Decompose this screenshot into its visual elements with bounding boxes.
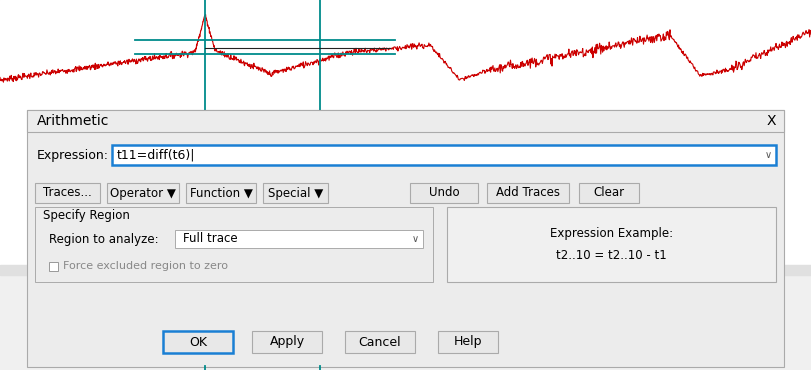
Text: Add Traces: Add Traces <box>496 186 560 199</box>
Text: ∨: ∨ <box>411 234 418 244</box>
Text: Function ▼: Function ▼ <box>189 186 252 199</box>
Text: Expression:: Expression: <box>37 148 109 161</box>
Text: Expression Example:: Expression Example: <box>549 227 672 240</box>
FancyBboxPatch shape <box>446 207 775 282</box>
Bar <box>49 262 58 271</box>
FancyBboxPatch shape <box>578 183 638 203</box>
Bar <box>0 0 811 270</box>
Text: Arithmetic: Arithmetic <box>37 114 109 128</box>
FancyBboxPatch shape <box>107 183 178 203</box>
FancyBboxPatch shape <box>251 331 322 353</box>
Text: Undo: Undo <box>428 186 459 199</box>
Text: Operator ▼: Operator ▼ <box>110 186 176 199</box>
FancyBboxPatch shape <box>487 183 569 203</box>
Text: Region to analyze:: Region to analyze: <box>49 232 158 246</box>
Text: Clear: Clear <box>593 186 624 199</box>
Text: t2..10 = t2..10 - t1: t2..10 = t2..10 - t1 <box>556 249 666 262</box>
Text: Apply: Apply <box>269 336 304 349</box>
Text: OK: OK <box>189 336 207 349</box>
Text: Cancel: Cancel <box>358 336 401 349</box>
Text: Special ▼: Special ▼ <box>268 186 323 199</box>
FancyBboxPatch shape <box>186 183 255 203</box>
Bar <box>0 265 811 275</box>
FancyBboxPatch shape <box>437 331 497 353</box>
Bar <box>27 110 783 367</box>
Bar <box>27 110 783 132</box>
Text: ∨: ∨ <box>763 150 770 160</box>
FancyBboxPatch shape <box>35 183 100 203</box>
Text: Force excluded region to zero: Force excluded region to zero <box>63 261 228 271</box>
Text: Traces...: Traces... <box>43 186 92 199</box>
Text: Specify Region: Specify Region <box>43 209 130 222</box>
Text: t11=diff(t6)|: t11=diff(t6)| <box>117 148 195 161</box>
Bar <box>112 145 775 165</box>
FancyBboxPatch shape <box>345 331 414 353</box>
FancyBboxPatch shape <box>35 207 432 282</box>
Text: Help: Help <box>453 336 482 349</box>
FancyBboxPatch shape <box>263 183 328 203</box>
FancyBboxPatch shape <box>410 183 478 203</box>
Text: X: X <box>766 114 775 128</box>
FancyBboxPatch shape <box>163 331 233 353</box>
Text: Full trace: Full trace <box>182 232 238 246</box>
Bar <box>175 230 423 248</box>
